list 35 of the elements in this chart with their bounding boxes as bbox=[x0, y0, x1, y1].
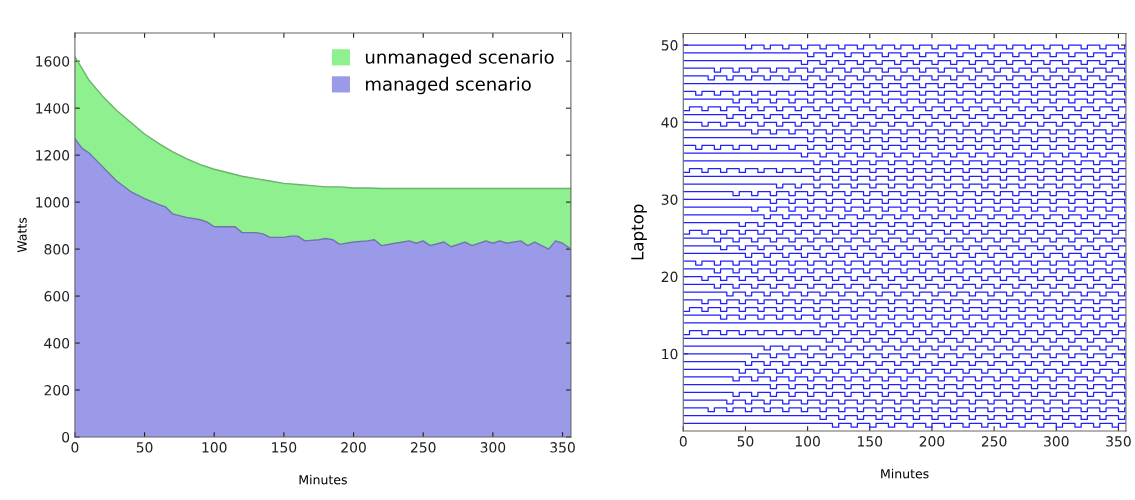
x-tick-label: 200 bbox=[341, 442, 366, 453]
y-tick-label: 400 bbox=[44, 338, 70, 349]
x-tick-label: 350 bbox=[1106, 436, 1131, 447]
y-tick-label: 1200 bbox=[36, 150, 70, 161]
x-tick-label: 200 bbox=[919, 436, 945, 447]
x-tick-label: 0 bbox=[679, 436, 687, 447]
y-tick-label: 1000 bbox=[36, 197, 70, 208]
x-tick-label: 50 bbox=[737, 436, 754, 447]
x-tick-label: 50 bbox=[136, 442, 153, 453]
x-axis-title: Minutes bbox=[881, 468, 929, 479]
x-tick-label: 100 bbox=[202, 442, 227, 453]
x-tick-label: 300 bbox=[480, 442, 506, 453]
y-tick-label: 200 bbox=[44, 384, 70, 396]
y-tick-label: 20 bbox=[661, 271, 678, 283]
y-tick-label: 600 bbox=[44, 291, 70, 302]
y-tick-label: 800 bbox=[44, 244, 70, 255]
y-tick-label: 50 bbox=[661, 40, 678, 51]
x-tick-label: 250 bbox=[981, 436, 1007, 447]
y-tick-label: 40 bbox=[661, 117, 678, 128]
y-axis-title: Laptop bbox=[631, 204, 647, 260]
x-tick-label: 250 bbox=[410, 442, 436, 453]
x-tick-label: 150 bbox=[858, 436, 883, 447]
x-tick-label: 300 bbox=[1044, 436, 1069, 447]
y-tick-label: 30 bbox=[661, 194, 678, 205]
y-tick-label: 1400 bbox=[36, 103, 70, 114]
legend-label: unmanaged scenario bbox=[365, 49, 554, 68]
y-tick-label: 10 bbox=[662, 348, 678, 360]
x-tick-label: 350 bbox=[550, 442, 575, 453]
x-tick-label: 100 bbox=[795, 436, 820, 447]
legend-label: managed scenario bbox=[366, 76, 531, 95]
y-axis-title: Watts bbox=[17, 217, 27, 253]
x-axis-title: Minutes bbox=[299, 474, 347, 485]
y-tick-label: 1600 bbox=[36, 56, 70, 67]
x-tick-label: 150 bbox=[272, 442, 297, 453]
x-tick-label: 0 bbox=[71, 442, 79, 453]
